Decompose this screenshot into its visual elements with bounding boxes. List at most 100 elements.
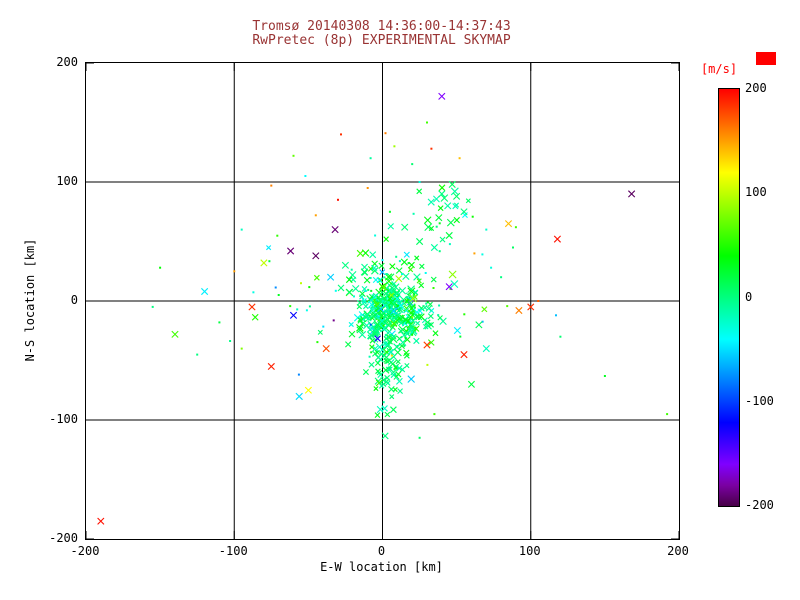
data-point-cross <box>430 276 437 283</box>
data-point-cross <box>370 312 377 320</box>
data-point-cross <box>367 266 374 272</box>
data-point-cross <box>374 349 380 355</box>
data-point-dot <box>438 250 441 253</box>
data-point-cross <box>417 308 424 314</box>
data-point-dot <box>369 157 372 160</box>
data-point-cross <box>266 245 272 251</box>
data-point-dot <box>412 312 414 315</box>
data-point-dot <box>240 228 243 231</box>
data-point-dot <box>353 295 355 298</box>
y-tick-label: -200 <box>49 531 78 545</box>
data-point-dot <box>334 289 337 292</box>
data-point-dot <box>252 291 255 294</box>
colorbar-tick-label: -200 <box>745 498 774 512</box>
data-point-cross <box>390 406 397 414</box>
data-point-cross <box>356 304 362 310</box>
data-point-dot <box>603 375 606 377</box>
data-point-cross <box>416 188 423 195</box>
data-point-cross <box>448 270 457 279</box>
data-point-dot <box>385 301 388 304</box>
data-point-cross <box>406 301 414 309</box>
data-point-cross <box>385 380 391 386</box>
data-point-dot <box>274 286 277 289</box>
data-point-cross <box>407 322 416 330</box>
data-point-cross <box>475 321 483 329</box>
data-point-cross <box>312 252 320 260</box>
data-point-cross <box>384 411 391 418</box>
data-point-cross <box>407 266 414 273</box>
data-point-cross <box>435 214 443 222</box>
data-point-cross <box>375 368 381 375</box>
data-point-dot <box>418 181 421 183</box>
data-point-dot <box>370 351 373 354</box>
data-point-dot <box>268 260 271 263</box>
data-point-cross <box>453 216 460 224</box>
y-tick-label: 200 <box>56 55 78 69</box>
data-point-dot <box>438 222 441 225</box>
data-point-cross <box>460 351 468 359</box>
data-point-dot <box>218 321 221 324</box>
data-point-cross <box>387 366 393 372</box>
data-point-dot <box>366 187 369 189</box>
data-point-cross <box>397 302 404 309</box>
data-point-cross <box>403 307 409 314</box>
data-point-cross <box>413 273 421 281</box>
data-point-cross <box>389 394 395 400</box>
data-point-cross <box>445 231 453 240</box>
data-point-cross <box>399 366 406 373</box>
data-point-dot <box>449 287 452 290</box>
data-point-cross <box>432 330 439 337</box>
data-point-cross <box>406 313 415 321</box>
data-point-dot <box>424 272 427 274</box>
data-point-dot <box>418 436 421 439</box>
y-tick-label: 100 <box>56 174 78 188</box>
data-point-cross <box>378 383 385 389</box>
data-point-cross <box>398 287 407 295</box>
colorbar-tick-label: 200 <box>745 81 767 95</box>
data-point-dot <box>401 273 403 276</box>
data-point-dot <box>430 147 433 150</box>
data-point-cross <box>405 292 413 299</box>
data-point-cross <box>345 276 353 284</box>
data-point-dot <box>196 353 199 356</box>
data-point-dot <box>666 413 669 416</box>
data-point-cross <box>453 192 461 200</box>
data-point-cross <box>393 363 400 370</box>
data-point-dot <box>337 198 339 201</box>
data-point-cross <box>395 311 402 319</box>
data-point-dot <box>458 157 461 160</box>
data-point-cross <box>424 319 431 326</box>
data-point-dot <box>438 304 441 307</box>
data-point-cross <box>482 345 490 353</box>
data-point-cross <box>427 313 434 320</box>
data-point-cross <box>397 327 404 334</box>
data-point-cross <box>358 330 367 339</box>
colorbar-tick-label: 0 <box>745 289 753 304</box>
data-point-cross <box>371 264 378 272</box>
data-point-cross <box>460 208 468 216</box>
data-point-cross <box>331 226 339 234</box>
x-tick-label: 100 <box>518 544 541 558</box>
data-point-cross <box>322 345 330 353</box>
data-point-dot <box>364 290 367 292</box>
data-point-dot <box>388 210 391 213</box>
data-point-dot <box>412 212 415 215</box>
data-point-dot <box>383 276 386 279</box>
data-point-cross <box>462 212 468 218</box>
data-point-cross <box>395 275 403 283</box>
data-point-dot <box>375 300 378 303</box>
data-point-cross <box>327 273 335 281</box>
data-point-cross <box>383 236 389 242</box>
data-point-dot <box>411 316 414 319</box>
data-point-cross <box>371 294 378 301</box>
data-point-cross <box>356 249 364 257</box>
data-point-cross <box>427 198 435 206</box>
y-tick-label: -100 <box>49 412 78 426</box>
data-point-dot <box>385 273 388 275</box>
data-point-dot <box>270 184 273 187</box>
data-point-cross <box>388 360 397 368</box>
data-point-dot <box>304 175 307 177</box>
data-point-dot <box>381 299 384 302</box>
data-point-cross <box>437 205 444 212</box>
data-point-cross <box>372 330 380 337</box>
